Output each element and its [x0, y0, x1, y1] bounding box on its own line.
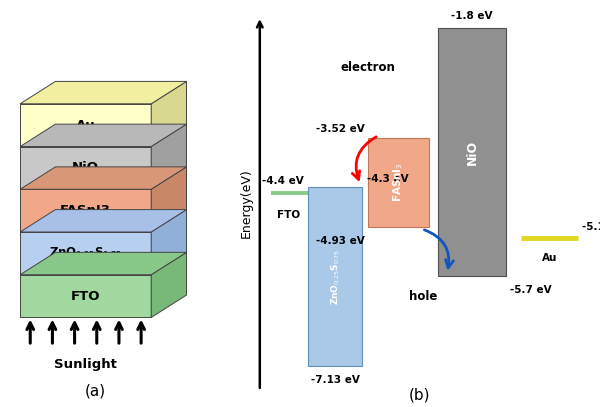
Text: (a): (a): [85, 384, 106, 399]
Text: FASnI3: FASnI3: [60, 204, 111, 217]
Bar: [368, 138, 429, 227]
Polygon shape: [151, 210, 187, 275]
Bar: [20, 189, 151, 232]
Text: -5.7 eV: -5.7 eV: [510, 284, 551, 295]
Text: ZnO$_{0.25}$S$_{0.75}$: ZnO$_{0.25}$S$_{0.75}$: [49, 246, 122, 261]
Text: FASnI$_3$: FASnI$_3$: [392, 162, 406, 202]
Polygon shape: [151, 81, 187, 147]
Polygon shape: [151, 167, 187, 232]
Polygon shape: [20, 252, 187, 275]
Text: hole: hole: [409, 290, 438, 303]
Text: electron: electron: [340, 61, 395, 74]
Text: -5.1 eV: -5.1 eV: [582, 221, 600, 232]
Polygon shape: [151, 252, 187, 317]
Bar: [20, 275, 151, 317]
Text: -7.13 eV: -7.13 eV: [311, 375, 360, 385]
Text: Energy(eV): Energy(eV): [240, 168, 253, 239]
Text: -4.4 eV: -4.4 eV: [262, 176, 304, 186]
Polygon shape: [20, 124, 187, 147]
Text: NiO: NiO: [72, 162, 99, 174]
Bar: [20, 232, 151, 275]
Text: NiO: NiO: [466, 140, 479, 165]
Text: -4.93 eV: -4.93 eV: [316, 236, 365, 246]
Text: Au: Au: [76, 119, 95, 131]
Bar: [20, 147, 151, 189]
Text: -4.3 eV: -4.3 eV: [367, 174, 409, 184]
Text: (b): (b): [409, 388, 431, 403]
Text: Sunlight: Sunlight: [54, 358, 117, 371]
Polygon shape: [20, 81, 187, 104]
Polygon shape: [20, 167, 187, 189]
Text: ZnO$_{0.25}$S$_{0.75}$: ZnO$_{0.25}$S$_{0.75}$: [329, 249, 341, 305]
Bar: [308, 187, 362, 366]
Text: -1.8 eV: -1.8 eV: [451, 11, 493, 21]
Text: FTO: FTO: [277, 210, 300, 219]
Bar: [20, 104, 151, 147]
Polygon shape: [20, 210, 187, 232]
Text: Au: Au: [542, 253, 557, 263]
Text: FTO: FTO: [71, 290, 100, 302]
Polygon shape: [151, 124, 187, 189]
Text: -3.52 eV: -3.52 eV: [316, 124, 365, 134]
Bar: [438, 28, 506, 276]
